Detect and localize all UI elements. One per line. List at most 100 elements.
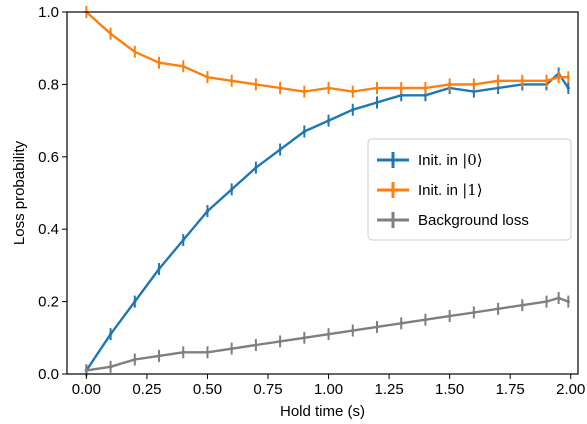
x-tick-label: 1.25: [374, 381, 403, 398]
x-axis-label: Hold time (s): [280, 403, 365, 420]
x-tick-label: 2.00: [556, 381, 585, 398]
y-axis-label: Loss probability: [11, 140, 28, 245]
data-point: [254, 166, 258, 170]
data-point: [557, 75, 561, 79]
data-point: [375, 86, 379, 90]
x-axis: 0.00 0.25 0.50 0.75 1.00 1.25 1.50 1.75 2.00: [72, 374, 585, 398]
data-point: [566, 300, 570, 304]
data-point: [278, 339, 282, 344]
data-point: [566, 75, 570, 79]
data-point: [326, 86, 331, 90]
legend-label-math: |1⟩: [462, 181, 482, 199]
data-point: [399, 93, 403, 97]
data-point: [423, 318, 428, 322]
y-tick-label: 0.4: [38, 221, 59, 238]
y-tick-label: 0.2: [38, 294, 59, 311]
data-point: [254, 82, 258, 86]
series-line: [85, 72, 570, 372]
data-point: [520, 79, 524, 83]
x-tick-label: 0.50: [193, 381, 222, 398]
data-point: [230, 79, 234, 83]
data-point: [133, 300, 137, 304]
y-tick-label: 0.6: [38, 149, 59, 166]
data-point: [108, 32, 113, 36]
data-point: [375, 325, 379, 329]
data-point: [544, 300, 549, 304]
y-tick-label: 1.0: [38, 4, 59, 21]
series-line: [86, 296, 569, 372]
data-point: [472, 90, 476, 94]
data-point: [448, 82, 452, 86]
data-point: [157, 354, 161, 358]
data-point: [496, 79, 500, 83]
legend-item: Background loss: [377, 212, 529, 229]
data-point: [254, 343, 258, 347]
data-point: [351, 328, 355, 333]
data-point: [399, 321, 403, 325]
data-point: [302, 336, 306, 340]
data-point: [302, 129, 306, 134]
data-point: [448, 314, 452, 318]
plot-frame: [66, 11, 579, 375]
data-point: [375, 100, 379, 105]
data-point: [181, 238, 185, 242]
x-tick-label: 0.00: [72, 381, 101, 398]
series-line: [85, 11, 569, 93]
x-tick-label: 1.75: [496, 381, 525, 398]
legend-label-text: Background loss: [418, 212, 529, 229]
y-tick-label: 0.8: [38, 76, 59, 93]
x-tick-label: 1.00: [314, 381, 343, 398]
x-tick-label: 1.50: [435, 381, 464, 398]
data-point: [181, 64, 185, 68]
data-point: [205, 209, 210, 213]
data-point: [544, 79, 549, 83]
legend-label-text: Init. in: [418, 152, 462, 169]
legend-item: Init. in |0⟩: [377, 151, 483, 169]
data-point: [278, 86, 282, 90]
x-tick-label: 0.25: [132, 381, 161, 398]
legend-label: Init. in |0⟩: [418, 151, 483, 169]
legend-box: [367, 138, 572, 241]
data-point: [108, 365, 113, 369]
data-point: [399, 86, 403, 90]
data-point: [566, 86, 570, 90]
data-point: [84, 368, 88, 372]
data-point: [351, 90, 355, 94]
series-1: [84, 6, 570, 98]
data-point: [205, 75, 210, 79]
data-point: [157, 61, 161, 65]
data-point: [230, 187, 234, 191]
data-point: [230, 347, 234, 351]
data-point: [278, 147, 282, 152]
data-point: [496, 307, 500, 311]
data-point: [557, 296, 561, 300]
legend: Init. in |0⟩Init. in |1⟩Background loss: [367, 138, 572, 241]
legend-label: Background loss: [418, 212, 529, 229]
data-point: [351, 108, 355, 112]
data-point: [423, 93, 428, 97]
data-point: [496, 86, 500, 90]
data-point: [472, 82, 476, 86]
legend-label-text: Init. in: [418, 182, 462, 199]
data-point: [108, 332, 113, 336]
data-point: [181, 350, 185, 354]
data-point: [326, 119, 331, 123]
data-point: [423, 86, 428, 90]
data-point: [520, 303, 524, 307]
series-2: [84, 291, 570, 377]
data-point: [326, 332, 331, 336]
data-point: [157, 267, 161, 271]
y-axis: 0.0 0.2 0.4 0.6 0.8 1.0: [38, 4, 67, 383]
data-point: [205, 350, 210, 354]
series-0: [84, 67, 570, 377]
data-point: [133, 50, 137, 54]
legend-label: Init. in |1⟩: [418, 181, 483, 199]
legend-label-math: |0⟩: [462, 151, 482, 169]
data-point: [302, 90, 306, 94]
plot-area: [84, 6, 570, 377]
x-tick-label: 0.75: [253, 381, 282, 398]
y-tick-label: 0.0: [38, 366, 59, 383]
data-point: [133, 357, 137, 362]
legend-item: Init. in |1⟩: [377, 181, 483, 199]
